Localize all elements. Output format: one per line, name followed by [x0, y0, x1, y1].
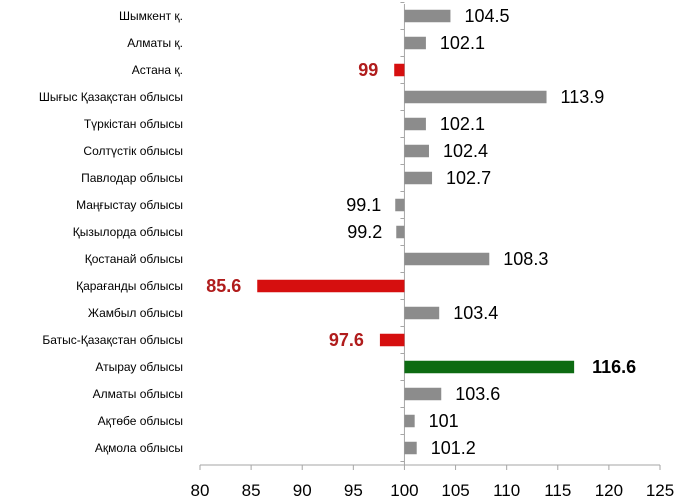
- value-label: 102.4: [443, 141, 488, 161]
- value-label: 85.6: [206, 276, 241, 296]
- x-tick-label: 85: [242, 481, 261, 500]
- x-tick-label: 105: [441, 481, 469, 500]
- x-tick-label: 110: [493, 481, 520, 500]
- value-label: 102.1: [440, 114, 485, 134]
- value-label: 101.2: [431, 438, 476, 458]
- category-label: Астана қ.: [132, 63, 183, 77]
- bar: [257, 279, 405, 293]
- bar: [394, 63, 405, 77]
- value-label: 116.6: [592, 357, 636, 377]
- category-label: Қарағанды облысы: [76, 279, 183, 293]
- x-tick-label: 100: [390, 481, 418, 500]
- category-label: Қызылорда облысы: [73, 225, 183, 239]
- x-tick-label: 115: [544, 481, 571, 500]
- value-labels: 104.5 102.1 99 113.9 102.1 102.4 102.7 99.1 99.2…: [206, 6, 636, 458]
- bar: [404, 441, 417, 455]
- value-label: 108.3: [503, 249, 548, 269]
- bar: [404, 387, 442, 401]
- bar: [404, 90, 547, 104]
- bar: [404, 360, 575, 374]
- value-label: 99.2: [347, 222, 382, 242]
- value-label: 103.4: [453, 303, 498, 323]
- bars: [257, 9, 575, 455]
- value-label: 102.1: [440, 33, 485, 53]
- x-tick-label: 95: [344, 481, 363, 500]
- bar: [379, 333, 405, 347]
- x-tick-label: 120: [595, 481, 623, 500]
- category-label: Солтүстік облысы: [83, 144, 183, 158]
- bar: [404, 36, 426, 50]
- category-label: Түркістан облысы: [84, 117, 183, 131]
- value-label: 99.1: [346, 195, 381, 215]
- bar: [404, 252, 490, 266]
- category-labels: Шымкент қ. Алматы қ. Астана қ. Шығыс Қазақс…: [39, 9, 183, 455]
- value-label: 99: [358, 60, 378, 80]
- bar: [404, 414, 415, 428]
- value-label: 102.7: [446, 168, 491, 188]
- category-label: Жамбыл облысы: [88, 306, 183, 320]
- bar: [396, 225, 405, 239]
- value-label: 101: [429, 411, 459, 431]
- category-label: Маңғыстау облысы: [76, 198, 183, 212]
- value-label: 104.5: [464, 6, 509, 26]
- x-tick-label: 80: [191, 481, 210, 500]
- category-label: Қостанай облысы: [85, 252, 183, 266]
- category-label: Ақтөбе облысы: [98, 414, 183, 428]
- bar: [404, 306, 440, 320]
- value-label: 97.6: [329, 330, 364, 350]
- bar: [404, 171, 433, 185]
- x-tick-label: 90: [293, 481, 312, 500]
- value-label: 103.6: [455, 384, 500, 404]
- category-label: Шығыс Қазақстан облысы: [39, 90, 183, 104]
- bar: [404, 117, 426, 131]
- category-label: Алматы облысы: [93, 387, 183, 401]
- category-label: Шымкент қ.: [119, 9, 183, 23]
- bar: [404, 144, 429, 158]
- value-label: 113.9: [561, 87, 605, 107]
- category-label: Ақмола облысы: [95, 441, 183, 455]
- category-label: Павлодар облысы: [81, 171, 183, 185]
- category-label: Алматы қ.: [127, 36, 183, 50]
- category-label: Батыс-Қазақстан облысы: [42, 333, 183, 347]
- x-tick-label: 125: [646, 481, 674, 500]
- bar: [404, 9, 451, 23]
- category-label: Атырау облысы: [95, 360, 183, 374]
- bar: [395, 198, 405, 212]
- x-axis-ticks: 80 85 90 95 100 105 110 115 120 125: [191, 2, 674, 500]
